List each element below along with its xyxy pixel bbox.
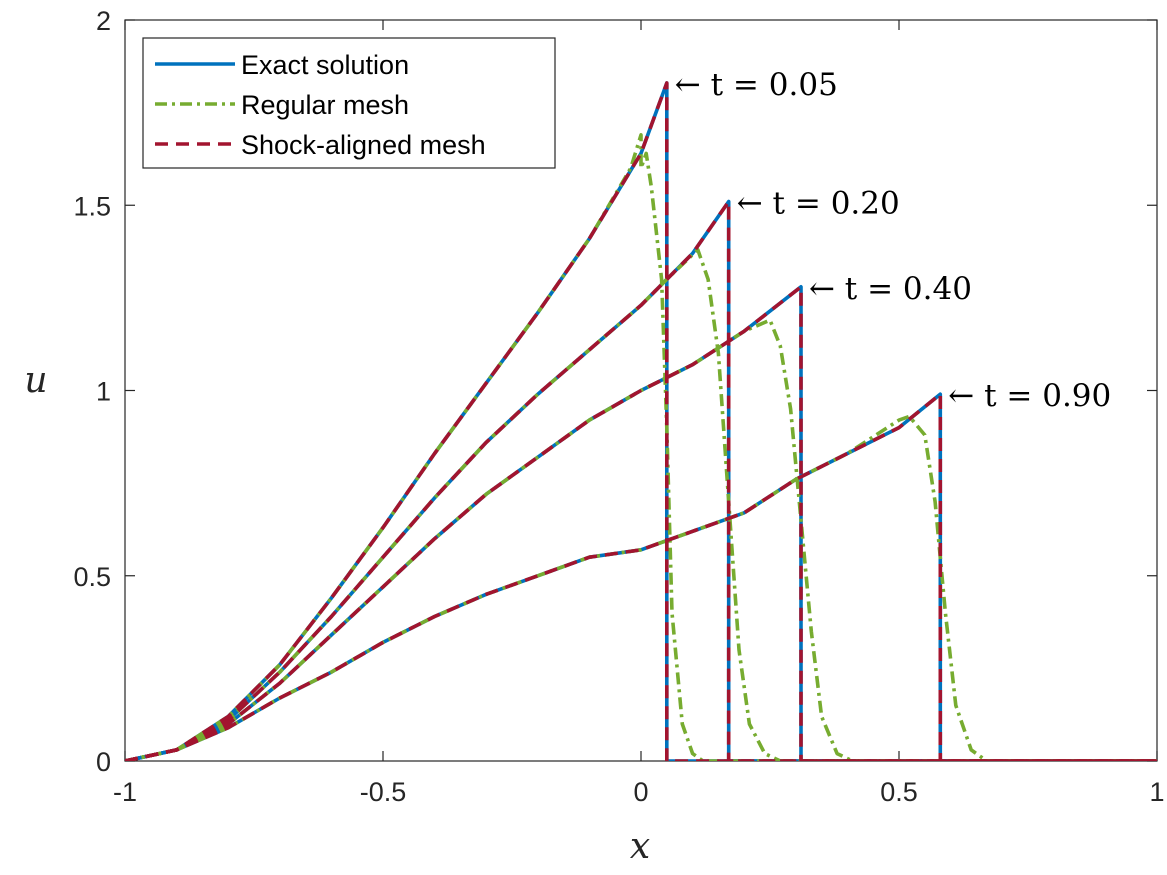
series-line-shock-aligned-mesh-t0.05 [125,81,1157,761]
legend-label: Exact solution [241,50,409,80]
x-tick-label: -0.5 [360,777,407,807]
y-tick-label: 1.5 [73,191,111,221]
time-annotation: ← t = 0.05 [675,67,838,103]
time-annotation: ← t = 0.40 [809,271,972,307]
x-tick-label: 1 [1149,777,1164,807]
legend-label: Shock-aligned mesh [241,130,486,160]
legend: Exact solution Regular mesh Shock-aligned … [142,37,556,169]
series-line-regular-mesh-t0.2 [125,247,1157,761]
series-lines [125,81,1157,761]
series-line-shock-aligned-mesh-t0.9 [125,392,1157,761]
y-tick-label: 2 [96,6,111,36]
series-line-regular-mesh-t0.05 [125,133,1157,761]
x-tick-label: 0.5 [880,777,918,807]
series-line-regular-mesh-t0.9 [125,414,1157,761]
y-tick-label: 1 [96,377,111,407]
y-tick-label: 0.5 [73,562,111,592]
axes: -1 -0.5 0 0.5 1 0 0.5 1 1.5 2 [73,6,1164,807]
series-line-shock-aligned-mesh-t0.2 [125,199,1157,761]
y-axis-title: u [24,360,47,401]
legend-label: Regular mesh [241,90,409,120]
time-annotation: ← t = 0.20 [737,186,900,222]
x-axis-title: x [630,826,650,867]
time-annotation: ← t = 0.90 [948,378,1111,414]
x-tick-label: 0 [633,777,648,807]
series-line-shock-aligned-mesh-t0.4 [125,285,1157,761]
annotations: ← t = 0.05 ← t = 0.20 ← t = 0.40 ← t = 0.90 [675,67,1111,414]
y-tick-label: 0 [96,747,111,777]
x-tick-label: -1 [113,777,137,807]
